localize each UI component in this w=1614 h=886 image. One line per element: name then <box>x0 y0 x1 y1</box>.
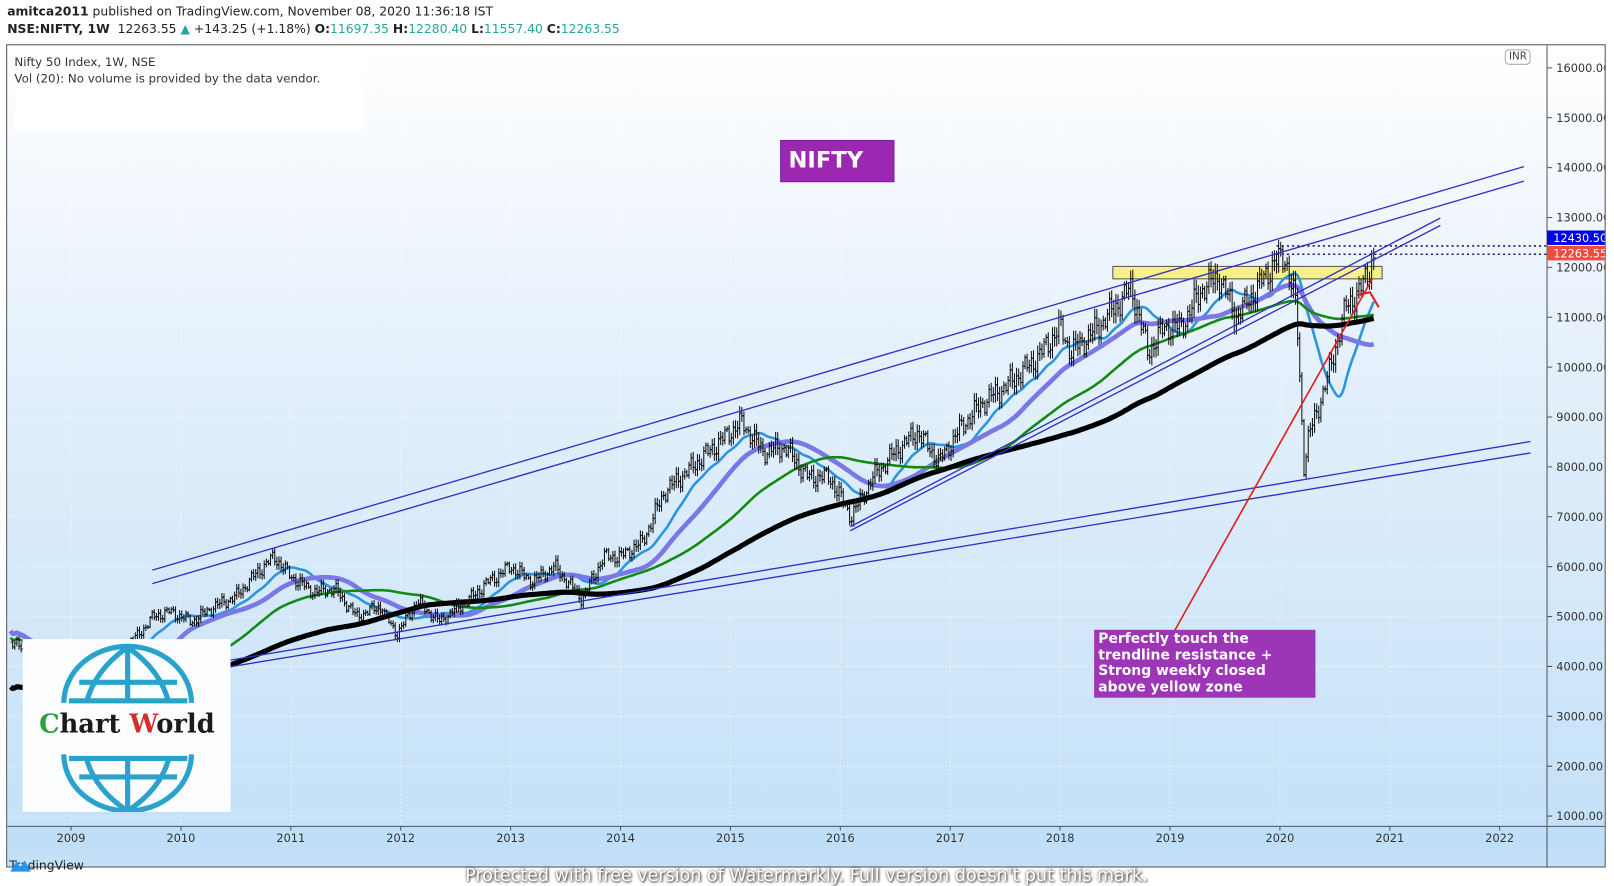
close-value: 12263.55 <box>560 21 620 37</box>
y-tick-label: 4000.00 <box>1556 660 1603 674</box>
legend-volume: Vol (20): No volume is provided by the d… <box>14 71 321 86</box>
y-tick-label: 11000.00 <box>1556 310 1605 324</box>
x-tick-label: 2013 <box>496 831 525 845</box>
upper-channel-2 <box>152 180 1525 585</box>
upper-channel-1 <box>152 165 1525 571</box>
globe-icon <box>61 643 195 812</box>
open-value: 11697.35 <box>330 21 389 37</box>
last-price: 12263.55 <box>117 21 177 37</box>
x-tick-label: 2015 <box>716 831 745 845</box>
y-tick-label: 2000.00 <box>1556 759 1603 773</box>
time-axis-band <box>7 826 1605 848</box>
legend-title: Nifty 50 Index, 1W, NSE <box>14 54 156 69</box>
nifty-label: NIFTY <box>780 139 895 183</box>
y-tick-label: 7000.00 <box>1556 510 1603 524</box>
moving-average-ma-100 <box>9 299 1375 689</box>
inner-rising-2 <box>849 224 1441 532</box>
currency-badge[interactable]: INR <box>1504 49 1531 65</box>
open-label: O: <box>314 21 331 37</box>
lower-channel-1 <box>201 440 1531 666</box>
x-tick-label: 2022 <box>1485 831 1514 845</box>
red-arrow-icon <box>1356 291 1380 308</box>
x-tick-label: 2010 <box>167 831 196 845</box>
low-value: 11557.40 <box>483 21 543 37</box>
last-price-label-bg <box>1547 245 1605 261</box>
moving-average-ma-50 <box>8 282 1375 699</box>
x-tick-label: 2021 <box>1375 831 1404 845</box>
x-tick-label: 2011 <box>276 831 305 845</box>
inner-rising-1 <box>849 217 1441 528</box>
publish-info: amitca2011 published on TradingView.com,… <box>7 4 493 18</box>
y-tick-label: 1000.00 <box>1556 809 1603 823</box>
x-tick-label: 2020 <box>1266 831 1295 845</box>
y-tick-label: 12000.00 <box>1556 261 1605 275</box>
high-price-label: 12430.50 <box>1553 231 1605 245</box>
x-tick-label: 2016 <box>826 831 855 845</box>
x-tick-label: 2012 <box>386 831 415 845</box>
publisher-name[interactable]: amitca2011 <box>7 4 89 19</box>
close-label: C: <box>546 21 561 37</box>
price-change: +143.25 (+1.18%) <box>193 21 311 37</box>
y-tick-label: 6000.00 <box>1556 560 1603 574</box>
chart-world-logo: Chart World <box>22 639 231 812</box>
high-price-label-bg <box>1547 230 1605 245</box>
last-price-label: 12263.55 <box>1553 246 1605 260</box>
x-tick-label: 2017 <box>936 831 965 845</box>
symbol-label: NSE:NIFTY, 1W <box>7 21 110 37</box>
y-tick-label: 8000.00 <box>1556 460 1603 474</box>
resistance-zone <box>1112 265 1383 280</box>
watermark: Protected with free version of Watermark… <box>465 865 1148 886</box>
annotation-note: Perfectly touch the trendline resistance… <box>1094 629 1316 698</box>
chart-legend: Nifty 50 Index, 1W, NSE Vol (20): No vol… <box>14 52 365 130</box>
y-tick-label: 15000.00 <box>1556 111 1605 125</box>
logo-text: Chart World <box>39 709 215 739</box>
high-value: 12280.40 <box>408 21 468 37</box>
y-tick-label: 10000.00 <box>1556 360 1605 374</box>
y-tick-label: 5000.00 <box>1556 610 1603 624</box>
tradingview-logo-icon <box>10 860 31 872</box>
x-tick-label: 2018 <box>1046 831 1075 845</box>
y-tick-label: 16000.00 <box>1556 61 1605 75</box>
moving-average-ma-200 <box>8 315 1375 717</box>
y-tick-label: 14000.00 <box>1556 161 1605 175</box>
lower-channel-2 <box>201 452 1531 673</box>
published-text: published on TradingView.com, November 0… <box>92 4 494 19</box>
symbol-info: NSE:NIFTY, 1W 12263.55 ▲ +143.25 (+1.18%… <box>7 22 620 36</box>
red-trend-line <box>1173 278 1373 632</box>
high-label: H: <box>392 21 409 37</box>
y-tick-label: 13000.00 <box>1556 211 1605 225</box>
tradingview-brand[interactable]: TradingView <box>9 858 84 872</box>
moving-average-ema-20 <box>9 272 1375 714</box>
x-tick-label: 2014 <box>606 831 635 845</box>
x-tick-label: 2009 <box>57 831 86 845</box>
y-tick-label: 3000.00 <box>1556 709 1603 723</box>
up-triangle-icon: ▲ <box>180 21 190 37</box>
y-tick-label: 9000.00 <box>1556 410 1603 424</box>
low-label: L: <box>471 21 484 37</box>
x-tick-label: 2019 <box>1156 831 1185 845</box>
